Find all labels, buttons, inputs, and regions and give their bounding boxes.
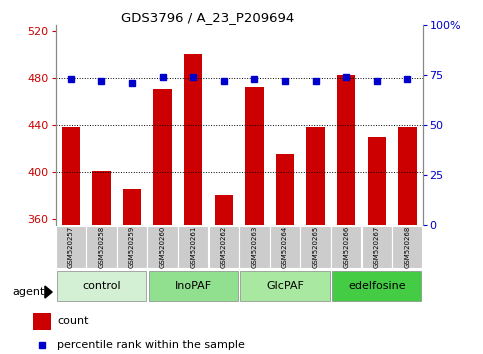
Text: agent: agent [12, 287, 44, 297]
Bar [184, 54, 202, 225]
Text: GSM520261: GSM520261 [190, 226, 196, 268]
Text: GSM520267: GSM520267 [374, 226, 380, 268]
Bar [276, 154, 294, 225]
Text: count: count [57, 316, 89, 326]
Text: GSM520264: GSM520264 [282, 226, 288, 268]
Text: GSM520259: GSM520259 [129, 226, 135, 268]
Bar [117, 226, 147, 268]
Polygon shape [45, 286, 52, 298]
Bar [245, 87, 264, 225]
Text: GSM520262: GSM520262 [221, 226, 227, 268]
Text: GSM520266: GSM520266 [343, 226, 349, 268]
Bar [57, 271, 146, 301]
Text: GSM520265: GSM520265 [313, 226, 319, 268]
Text: percentile rank within the sample: percentile rank within the sample [57, 340, 245, 350]
Bar [147, 226, 178, 268]
Bar [62, 127, 80, 225]
Text: GSM520258: GSM520258 [99, 226, 104, 268]
Text: GlcPAF: GlcPAF [266, 281, 304, 291]
Bar [239, 226, 270, 268]
Bar [178, 226, 208, 268]
Bar [154, 90, 172, 225]
Bar [209, 226, 239, 268]
Text: GSM520263: GSM520263 [251, 226, 257, 268]
Text: InoPAF: InoPAF [175, 281, 212, 291]
Bar [123, 189, 141, 225]
Bar [270, 226, 300, 268]
Bar [92, 171, 111, 225]
Bar [86, 226, 116, 268]
Bar [300, 226, 331, 268]
Bar [306, 127, 325, 225]
Text: GDS3796 / A_23_P209694: GDS3796 / A_23_P209694 [121, 11, 294, 24]
Text: edelfosine: edelfosine [348, 281, 406, 291]
Text: GSM520268: GSM520268 [404, 226, 411, 268]
Bar [362, 226, 392, 268]
Text: GSM520260: GSM520260 [159, 226, 166, 268]
Bar [214, 195, 233, 225]
Bar [241, 271, 329, 301]
Bar [331, 226, 361, 268]
Text: control: control [82, 281, 121, 291]
Bar [33, 313, 51, 330]
Text: GSM520257: GSM520257 [68, 226, 74, 268]
Bar [56, 226, 86, 268]
Bar [398, 127, 416, 225]
Bar [332, 271, 421, 301]
Bar [368, 137, 386, 225]
Bar [337, 75, 355, 225]
Bar [392, 226, 423, 268]
Bar [149, 271, 238, 301]
